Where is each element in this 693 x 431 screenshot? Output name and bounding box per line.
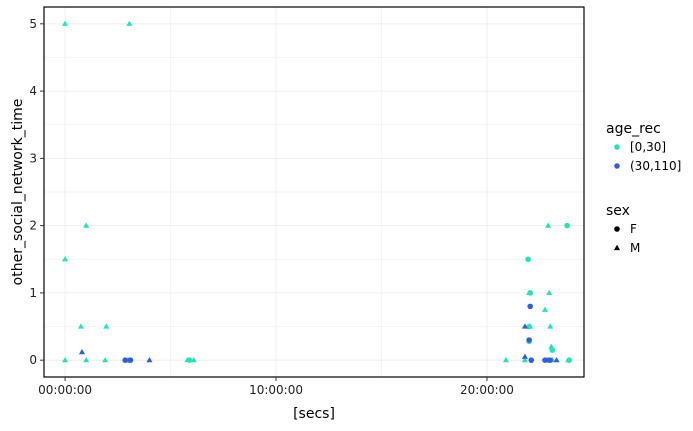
y-tick-label: 5 xyxy=(29,17,37,31)
data-point xyxy=(78,348,86,355)
data-point xyxy=(547,323,554,329)
data-point xyxy=(521,323,528,329)
data-point xyxy=(521,356,528,363)
x-tick-label: 00:00:00 xyxy=(38,383,92,397)
data-point xyxy=(541,306,549,312)
data-point xyxy=(103,323,110,329)
data-point xyxy=(62,256,69,262)
x-axis-title: [secs] xyxy=(293,406,335,422)
data-point xyxy=(83,356,90,363)
data-point xyxy=(190,356,197,363)
data-point xyxy=(565,356,572,363)
data-point xyxy=(525,256,531,263)
y-axis-title: other_social_network_time xyxy=(10,99,26,286)
data-point xyxy=(527,303,534,310)
x-tick-label: 10:00:00 xyxy=(249,383,303,397)
y-tick-label: 4 xyxy=(29,84,37,98)
data-point xyxy=(526,289,533,296)
x-tick-label: 20:00:00 xyxy=(460,383,514,397)
legend-key xyxy=(614,163,620,169)
data-point xyxy=(521,353,528,359)
data-point xyxy=(127,357,134,363)
data-point xyxy=(77,323,84,329)
data-point xyxy=(62,356,69,363)
legend-key xyxy=(614,144,620,150)
grid-lines xyxy=(44,7,584,377)
legend-label: [0,30] xyxy=(630,140,666,154)
data-point xyxy=(526,337,532,343)
data-point xyxy=(527,323,534,329)
data-point xyxy=(545,222,552,228)
data-point xyxy=(83,222,90,228)
data-point xyxy=(553,356,560,363)
data-point xyxy=(126,20,133,26)
y-tick-label: 2 xyxy=(29,219,37,233)
legend-title: age_rec xyxy=(606,121,661,137)
data-point xyxy=(122,357,129,363)
data-points xyxy=(62,20,573,363)
legend-key xyxy=(614,226,620,232)
data-point xyxy=(184,356,191,363)
data-point xyxy=(546,289,553,296)
data-point xyxy=(102,356,109,363)
y-tick-label: 0 xyxy=(29,353,37,367)
legend-title: sex xyxy=(606,203,630,219)
legend-key xyxy=(613,244,621,251)
data-point xyxy=(528,357,535,363)
y-tick-label: 1 xyxy=(29,286,37,300)
axes: 00:00:00 10:00:00 20:00:00 0 1 2 3 4 5 xyxy=(29,17,514,397)
panel-border xyxy=(43,6,585,378)
y-tick-label: 3 xyxy=(29,151,37,165)
data-point xyxy=(146,356,153,363)
data-point xyxy=(548,343,555,349)
data-point xyxy=(62,20,69,26)
data-point xyxy=(544,356,551,363)
legend-label: (30,110] xyxy=(630,159,681,173)
data-point xyxy=(564,222,570,229)
data-point xyxy=(502,356,510,363)
legend-label: M xyxy=(630,241,640,255)
legend-label: F xyxy=(630,222,637,236)
